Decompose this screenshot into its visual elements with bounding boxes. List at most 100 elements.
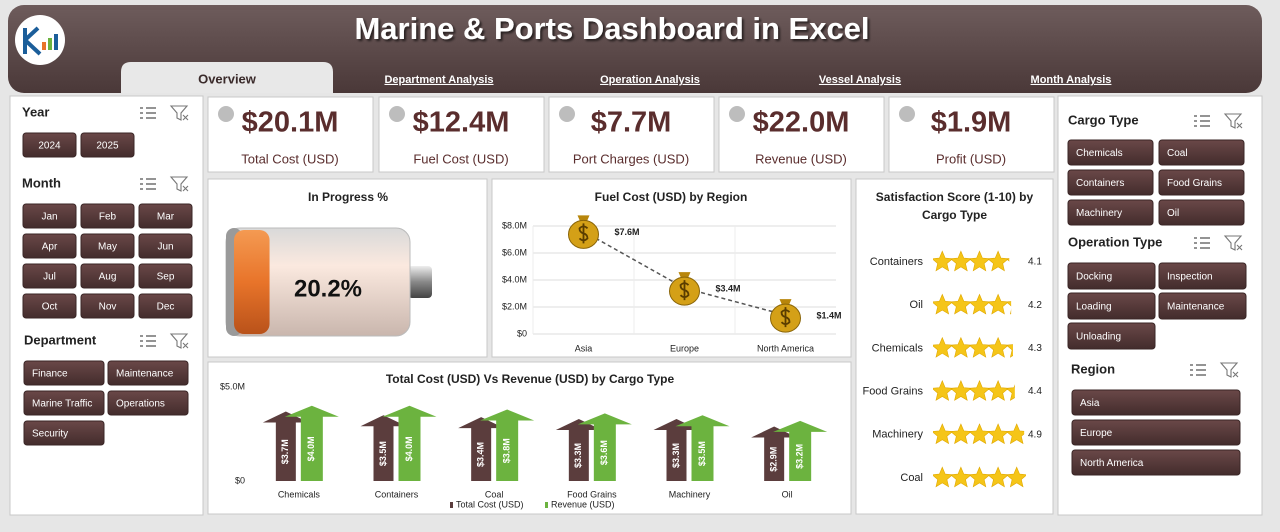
slicer-item[interactable]: Mar	[157, 212, 175, 223]
slicer-button[interactable]	[138, 233, 193, 259]
slicer-button[interactable]	[1067, 292, 1156, 320]
slicer-item[interactable]: Security	[32, 429, 68, 440]
kpi-icon	[218, 106, 234, 122]
slicer-button[interactable]	[138, 263, 193, 289]
slicer-button[interactable]	[22, 132, 77, 158]
stars	[933, 293, 1012, 315]
data-label: $4.0M	[306, 436, 316, 461]
slicer-button[interactable]	[22, 263, 77, 289]
slicer-item[interactable]: Oil	[1167, 208, 1179, 219]
slicer-item[interactable]: Jul	[43, 272, 56, 283]
slicer-button[interactable]	[1158, 262, 1247, 290]
money-bag	[669, 272, 700, 306]
multi-select-icon[interactable]	[1194, 237, 1210, 249]
slicer-button[interactable]	[23, 360, 105, 386]
slicer-item[interactable]: Europe	[1080, 428, 1113, 439]
tab[interactable]: Operation Analysis	[600, 74, 700, 86]
slicer-button[interactable]	[23, 420, 105, 446]
multi-select-icon[interactable]	[1190, 364, 1206, 376]
clear-filter-icon[interactable]	[1223, 235, 1243, 251]
slicer-item[interactable]: Feb	[99, 212, 117, 223]
slicer-item[interactable]: Asia	[1080, 398, 1100, 409]
slicer-button[interactable]	[80, 132, 135, 158]
slicer-item[interactable]: North America	[1080, 458, 1144, 469]
slicer-item[interactable]: Aug	[99, 272, 117, 283]
slicer-item[interactable]: Unloading	[1076, 332, 1121, 343]
slicer-item[interactable]: 2025	[96, 141, 119, 152]
clear-filter-icon[interactable]	[1223, 113, 1243, 129]
slicer-button[interactable]	[1158, 139, 1245, 166]
tab[interactable]: Month Analysis	[1031, 74, 1112, 86]
kpi-value: $1.9M	[931, 107, 1012, 139]
slicer-item[interactable]: Inspection	[1167, 272, 1213, 283]
slicer-button[interactable]	[1071, 419, 1241, 446]
slicer-item[interactable]: Machinery	[1076, 208, 1122, 219]
slicer-item[interactable]: Jun	[157, 242, 173, 253]
slicer-button[interactable]	[1067, 262, 1156, 290]
slicer-button[interactable]	[1071, 389, 1241, 416]
slicer-button[interactable]	[22, 203, 77, 229]
y-tick-label: Chemicals	[872, 342, 924, 354]
slicer-button[interactable]	[1158, 169, 1245, 196]
clear-filter-icon[interactable]	[1219, 362, 1239, 378]
logo-bar	[42, 42, 46, 50]
slicer-button[interactable]	[80, 203, 135, 229]
y-tick-label: $6.0M	[502, 247, 527, 257]
kpi-icon	[729, 106, 745, 122]
slicer-item[interactable]: Apr	[42, 242, 58, 253]
clear-filter-icon[interactable]	[169, 176, 189, 192]
slicer-button[interactable]	[138, 203, 193, 229]
slicer-item[interactable]: Operations	[116, 399, 165, 410]
slicer-item[interactable]: Finance	[32, 369, 68, 380]
slicer-item[interactable]: May	[98, 242, 117, 253]
slicer-item[interactable]: Nov	[99, 302, 117, 313]
slicer-item[interactable]: Marine Traffic	[32, 399, 92, 410]
slicer-item[interactable]: Food Grains	[1167, 178, 1222, 189]
slicer-button[interactable]	[22, 233, 77, 259]
slicer-item[interactable]: Chemicals	[1076, 148, 1123, 159]
tab-active[interactable]	[121, 62, 333, 93]
y-tick-label: $0	[517, 328, 527, 338]
slicer-item[interactable]: Containers	[1076, 178, 1124, 189]
slicer-button[interactable]	[22, 293, 77, 319]
slicer-item[interactable]: 2024	[38, 141, 61, 152]
slicer-item[interactable]: Docking	[1076, 272, 1112, 283]
y-tick-label: Machinery	[872, 429, 923, 441]
slicer-item[interactable]: Maintenance	[1167, 302, 1225, 313]
slicer-button[interactable]	[1158, 199, 1245, 226]
clear-filter-icon[interactable]	[169, 333, 189, 349]
slicer-item[interactable]: Dec	[157, 302, 175, 313]
slicer-item[interactable]: Coal	[1167, 148, 1188, 159]
slicer-button[interactable]	[1067, 322, 1156, 350]
slicer-button[interactable]	[1071, 449, 1241, 476]
tab[interactable]: Overview	[198, 71, 257, 86]
tab[interactable]: Vessel Analysis	[819, 74, 901, 86]
multi-select-icon[interactable]	[140, 178, 156, 190]
slicer-item[interactable]: Loading	[1076, 302, 1112, 313]
data-label: $3.6M	[599, 440, 609, 465]
multi-select-icon[interactable]	[1194, 115, 1210, 127]
slicer-button[interactable]	[1067, 169, 1154, 196]
slicer-button[interactable]	[1067, 199, 1154, 226]
slicer-button[interactable]	[138, 293, 193, 319]
slicer-button[interactable]	[23, 390, 105, 416]
slicer-button[interactable]	[107, 360, 189, 386]
slicer-button[interactable]	[80, 263, 135, 289]
slicer-button[interactable]	[107, 390, 189, 416]
slicer-button[interactable]	[1067, 139, 1154, 166]
multi-select-icon[interactable]	[140, 107, 156, 119]
slicer-item[interactable]: Maintenance	[116, 369, 174, 380]
slicer-title: Year	[22, 104, 49, 119]
multi-select-icon[interactable]	[140, 335, 156, 347]
slicer-item[interactable]: Oct	[42, 302, 58, 313]
slicer-button[interactable]	[80, 293, 135, 319]
slicer-button[interactable]	[1158, 292, 1247, 320]
slicer-item[interactable]: Sep	[157, 272, 175, 283]
clear-filter-icon[interactable]	[169, 105, 189, 121]
slicer-button[interactable]	[80, 233, 135, 259]
slicer-item[interactable]: Jan	[41, 212, 57, 223]
battery-cap	[408, 266, 432, 298]
x-tick-label: Europe	[670, 343, 699, 353]
tab[interactable]: Department Analysis	[384, 74, 493, 86]
